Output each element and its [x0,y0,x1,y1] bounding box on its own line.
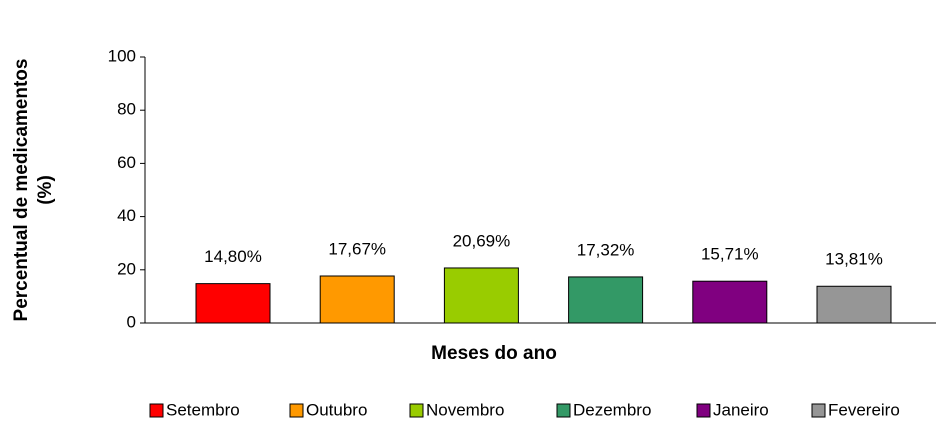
legend-swatch [696,403,711,418]
legend-swatch [811,403,826,418]
legend-label: Outubro [306,400,367,419]
legend-swatch [556,403,571,418]
legend-label: Setembro [166,400,240,419]
y-axis-label: (%) [35,175,56,205]
data-label: 17,32% [577,240,635,259]
bar [692,280,768,324]
legend-label: Dezembro [573,400,651,419]
legend-swatch [149,403,164,418]
bar [816,285,892,324]
y-tick-label: 40 [117,206,136,225]
data-label: 14,80% [204,247,262,266]
data-label: 15,71% [701,245,759,264]
legend-swatch [289,403,304,418]
legend-label: Fevereiro [828,400,900,419]
bar [195,283,271,324]
y-tick-label: 0 [127,312,136,331]
y-tick-label: 20 [117,259,136,278]
y-tick-label: 60 [117,153,136,172]
y-tick-label: 80 [117,100,136,119]
x-axis-label: Meses do ano [431,343,557,364]
legend-swatch [409,403,424,418]
bar [443,267,519,324]
data-label: 17,67% [328,239,386,258]
bar [568,276,644,324]
data-label: 13,81% [825,250,883,269]
y-axis-label: Percentual de medicamentos [11,59,32,322]
legend-label: Novembro [426,400,504,419]
bar [319,275,395,324]
legend-label: Janeiro [713,400,769,419]
y-tick-label: 100 [108,46,136,65]
data-label: 20,69% [453,231,511,250]
